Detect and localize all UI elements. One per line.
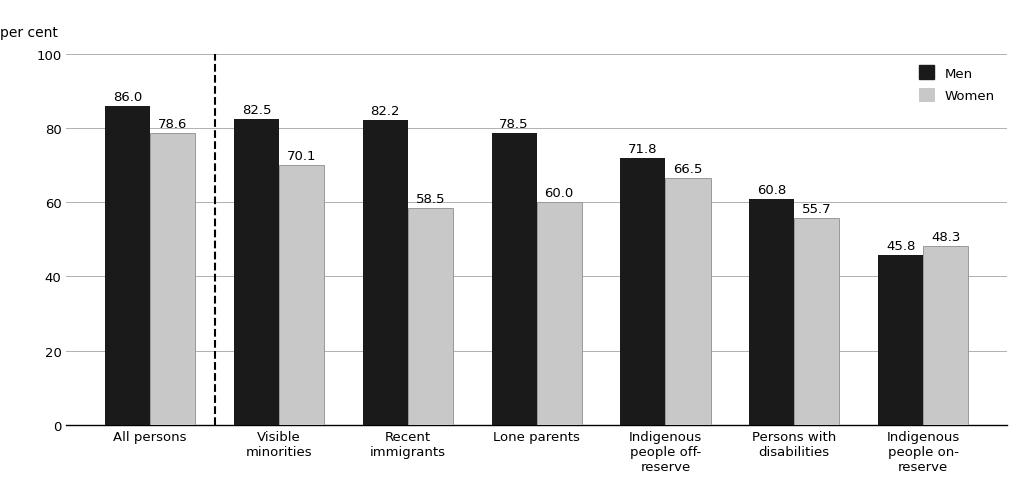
Text: 55.7: 55.7 xyxy=(802,203,832,216)
Text: 78.6: 78.6 xyxy=(158,118,187,131)
Text: 66.5: 66.5 xyxy=(673,163,702,176)
Text: 60.0: 60.0 xyxy=(545,187,574,200)
Bar xyxy=(150,134,195,425)
Text: 71.8: 71.8 xyxy=(628,143,658,156)
Bar xyxy=(749,200,794,425)
Text: 78.5: 78.5 xyxy=(499,118,528,131)
Text: 60.8: 60.8 xyxy=(757,184,786,197)
Text: 82.5: 82.5 xyxy=(241,104,271,116)
Bar xyxy=(620,159,666,425)
Bar xyxy=(794,219,840,425)
Bar xyxy=(408,208,453,425)
Bar xyxy=(923,246,968,425)
Bar xyxy=(536,203,581,425)
Bar xyxy=(879,256,923,425)
Bar xyxy=(666,179,711,425)
Text: per cent: per cent xyxy=(0,26,58,40)
Text: 70.1: 70.1 xyxy=(287,150,317,162)
Bar xyxy=(105,106,150,425)
Text: 45.8: 45.8 xyxy=(886,240,915,253)
Bar xyxy=(492,134,536,425)
Bar xyxy=(279,166,324,425)
Legend: Men, Women: Men, Women xyxy=(913,61,1001,108)
Text: 48.3: 48.3 xyxy=(931,230,960,243)
Text: 58.5: 58.5 xyxy=(415,192,445,205)
Bar xyxy=(362,121,408,425)
Text: 86.0: 86.0 xyxy=(113,91,143,104)
Bar xyxy=(234,120,279,425)
Text: 82.2: 82.2 xyxy=(371,105,400,118)
